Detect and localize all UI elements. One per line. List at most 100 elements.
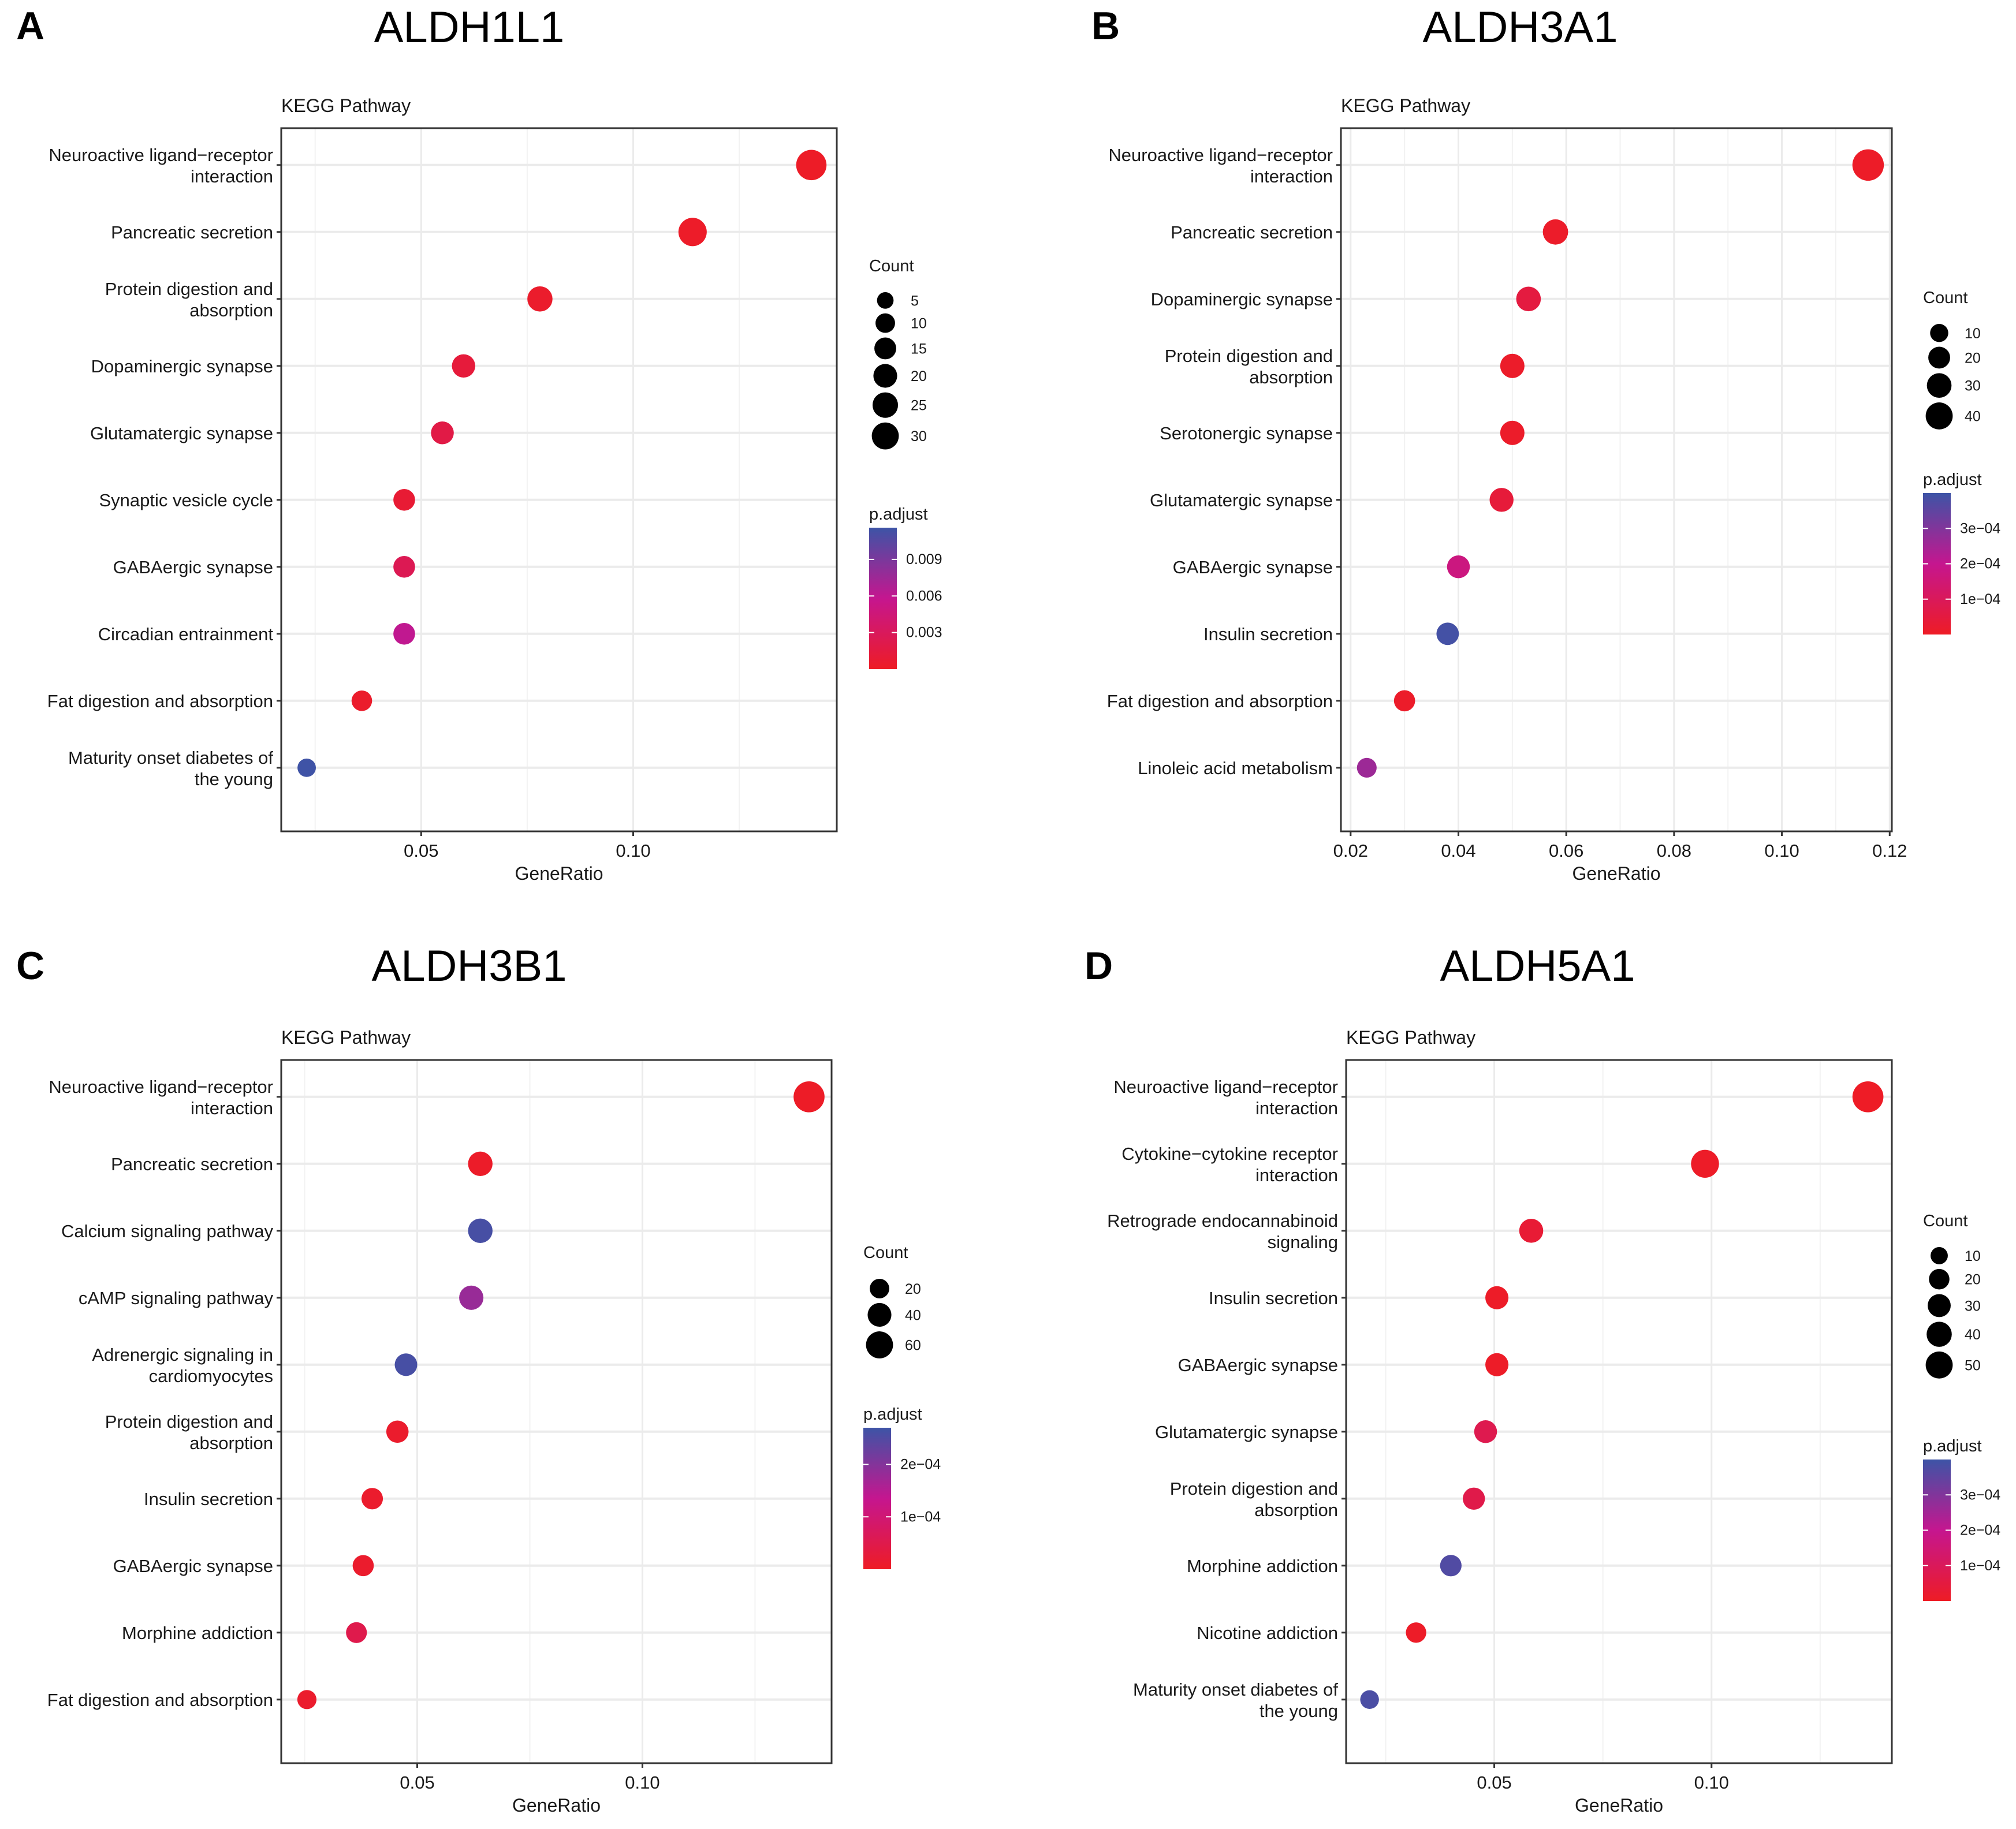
dot-plot: KEGG Pathway Neuroactive ligand−receptor i… bbox=[47, 1027, 941, 1816]
y-tick-label: Calcium signaling pathway bbox=[61, 1221, 274, 1241]
count-legend-title: Count bbox=[863, 1244, 908, 1262]
x-tick-label: 0.02 bbox=[1333, 841, 1368, 861]
data-point bbox=[1357, 757, 1377, 778]
y-tick-label-line: interaction bbox=[191, 1098, 273, 1118]
padjust-colorbar bbox=[863, 1428, 891, 1569]
y-tick-label-line: Neuroactive ligand−receptor bbox=[49, 1077, 273, 1097]
count-legend-label: 30 bbox=[1965, 1298, 1981, 1314]
x-axis-title: GeneRatio bbox=[512, 1795, 601, 1816]
data-point bbox=[1474, 1420, 1497, 1443]
x-axis-title: GeneRatio bbox=[1575, 1795, 1663, 1816]
y-tick-label: Pancreatic secretion bbox=[111, 1154, 273, 1174]
panel-letter: A bbox=[16, 4, 45, 48]
plot-frame bbox=[280, 1059, 833, 1764]
count-legend-label: 10 bbox=[911, 316, 927, 332]
count-legend-title: Count bbox=[1923, 1212, 1967, 1230]
colorbar-label: 2e−04 bbox=[900, 1457, 941, 1473]
y-tick-label: cAMP signaling pathway bbox=[79, 1288, 274, 1308]
x-tick-label: 0.10 bbox=[1694, 1772, 1729, 1793]
colorbar-label: 1e−04 bbox=[900, 1509, 941, 1525]
y-tick-label: Nicotine addiction bbox=[1197, 1623, 1338, 1643]
y-tick-label-line: Insulin secretion bbox=[144, 1489, 273, 1509]
data-point bbox=[346, 1622, 367, 1643]
count-legend-label: 20 bbox=[905, 1281, 921, 1297]
data-point bbox=[1852, 1081, 1884, 1113]
y-tick-label-line: Fat digestion and absorption bbox=[47, 1690, 273, 1710]
data-point bbox=[678, 218, 707, 247]
data-point bbox=[459, 1285, 484, 1310]
y-tick-label-line: Retrograde endocannabinoid bbox=[1107, 1211, 1338, 1231]
colorbar-label: 2e−04 bbox=[1960, 1522, 2000, 1539]
data-point bbox=[1463, 1487, 1485, 1510]
data-point bbox=[361, 1488, 383, 1510]
y-tick-label: Linoleic acid metabolism bbox=[1138, 758, 1333, 778]
count-legend-title: Count bbox=[869, 257, 914, 275]
data-point bbox=[1406, 1622, 1426, 1643]
count-legend-label: 20 bbox=[911, 368, 927, 385]
y-tick-label-line: the young bbox=[195, 769, 273, 789]
data-point bbox=[1500, 420, 1525, 445]
panel-d: D ALDH5A1 KEGG Pathway Neuroactive ligand… bbox=[1068, 914, 2016, 1829]
data-point bbox=[297, 1690, 317, 1709]
x-tick-label: 0.06 bbox=[1549, 841, 1583, 861]
y-tick-label: Fat digestion and absorption bbox=[47, 691, 273, 711]
count-legend-dot bbox=[877, 292, 894, 309]
count-legend-dot bbox=[875, 313, 895, 333]
y-tick-label-line: Protein digestion and bbox=[1165, 346, 1333, 366]
y-tick-label-line: Adrenergic signaling in bbox=[92, 1345, 273, 1365]
y-tick-label-line: Maturity onset diabetes of bbox=[1133, 1679, 1338, 1700]
count-legend-dot bbox=[872, 392, 899, 418]
data-point bbox=[393, 622, 415, 645]
count-legend-dot bbox=[873, 364, 897, 388]
panel-a: A ALDH1L1 KEGG Pathway Neuroactive ligand… bbox=[0, 0, 1008, 914]
count-legend-title: Count bbox=[1923, 289, 1967, 307]
count-legend-dot bbox=[1930, 324, 1948, 342]
colorbar-label: 0.003 bbox=[906, 625, 942, 641]
y-tick-label-line: signaling bbox=[1268, 1232, 1338, 1252]
y-tick-label-line: Morphine addiction bbox=[122, 1623, 273, 1643]
y-tick-label-line: Glutamatergic synapse bbox=[90, 423, 273, 443]
count-legend-dot bbox=[1929, 1268, 1950, 1290]
y-tick-label-line: Morphine addiction bbox=[1187, 1556, 1338, 1576]
data-point bbox=[393, 555, 415, 578]
x-tick-label: 0.05 bbox=[400, 1772, 434, 1793]
y-tick-label-line: GABAergic synapse bbox=[1173, 557, 1333, 577]
y-tick-label-line: Cytokine−cytokine receptor bbox=[1121, 1144, 1338, 1164]
panel-c: C ALDH3B1 KEGG Pathway Neuroactive ligand… bbox=[0, 914, 1008, 1829]
y-tick-label-line: Synaptic vesicle cycle bbox=[99, 490, 273, 510]
y-tick-label-line: Serotonergic synapse bbox=[1160, 423, 1333, 443]
y-tick-label: Protein digestion and absorption bbox=[1170, 1479, 1338, 1520]
y-tick-label-line: absorption bbox=[1249, 367, 1333, 387]
y-tick-label: Glutamatergic synapse bbox=[90, 423, 273, 443]
y-axis-title: KEGG Pathway bbox=[281, 1027, 411, 1048]
y-tick-label: Cytokine−cytokine receptor interaction bbox=[1121, 1144, 1338, 1185]
colorbar-label: 0.006 bbox=[906, 588, 942, 604]
data-point bbox=[386, 1420, 409, 1443]
padjust-colorbar bbox=[869, 528, 897, 669]
data-point bbox=[1852, 149, 1884, 181]
data-point bbox=[1360, 1690, 1379, 1709]
colorbar-label: 0.009 bbox=[906, 551, 942, 568]
x-tick-label: 0.05 bbox=[1477, 1772, 1511, 1793]
x-tick-label: 0.10 bbox=[1764, 841, 1799, 861]
y-tick-label-line: Pancreatic secretion bbox=[111, 1154, 273, 1174]
y-tick-label: GABAergic synapse bbox=[1173, 557, 1333, 577]
y-tick-label: GABAergic synapse bbox=[113, 1556, 273, 1576]
x-tick-label: 0.10 bbox=[625, 1772, 659, 1793]
panel-letter: D bbox=[1085, 944, 1113, 988]
y-tick-label: Maturity onset diabetes of the young bbox=[68, 748, 273, 789]
y-tick-label: Neuroactive ligand−receptor interaction bbox=[49, 145, 273, 186]
colorbar-label: 1e−04 bbox=[1960, 591, 2000, 607]
y-tick-label-line: absorption bbox=[189, 300, 273, 320]
count-legend-dot bbox=[1926, 373, 1952, 398]
y-tick-label-line: Glutamatergic synapse bbox=[1155, 1422, 1338, 1442]
count-legend-label: 25 bbox=[911, 398, 927, 414]
panel-title: ALDH3A1 bbox=[1422, 3, 1618, 52]
y-tick-label-line: Neuroactive ligand−receptor bbox=[1108, 145, 1333, 165]
y-tick-label-line: absorption bbox=[189, 1433, 273, 1453]
count-legend-label: 5 bbox=[911, 293, 919, 309]
x-tick-label: 0.08 bbox=[1657, 841, 1691, 861]
panel-title: ALDH1L1 bbox=[374, 3, 565, 52]
y-tick-label-line: Fat digestion and absorption bbox=[47, 691, 273, 711]
y-tick-label-line: Neuroactive ligand−receptor bbox=[1113, 1077, 1338, 1097]
